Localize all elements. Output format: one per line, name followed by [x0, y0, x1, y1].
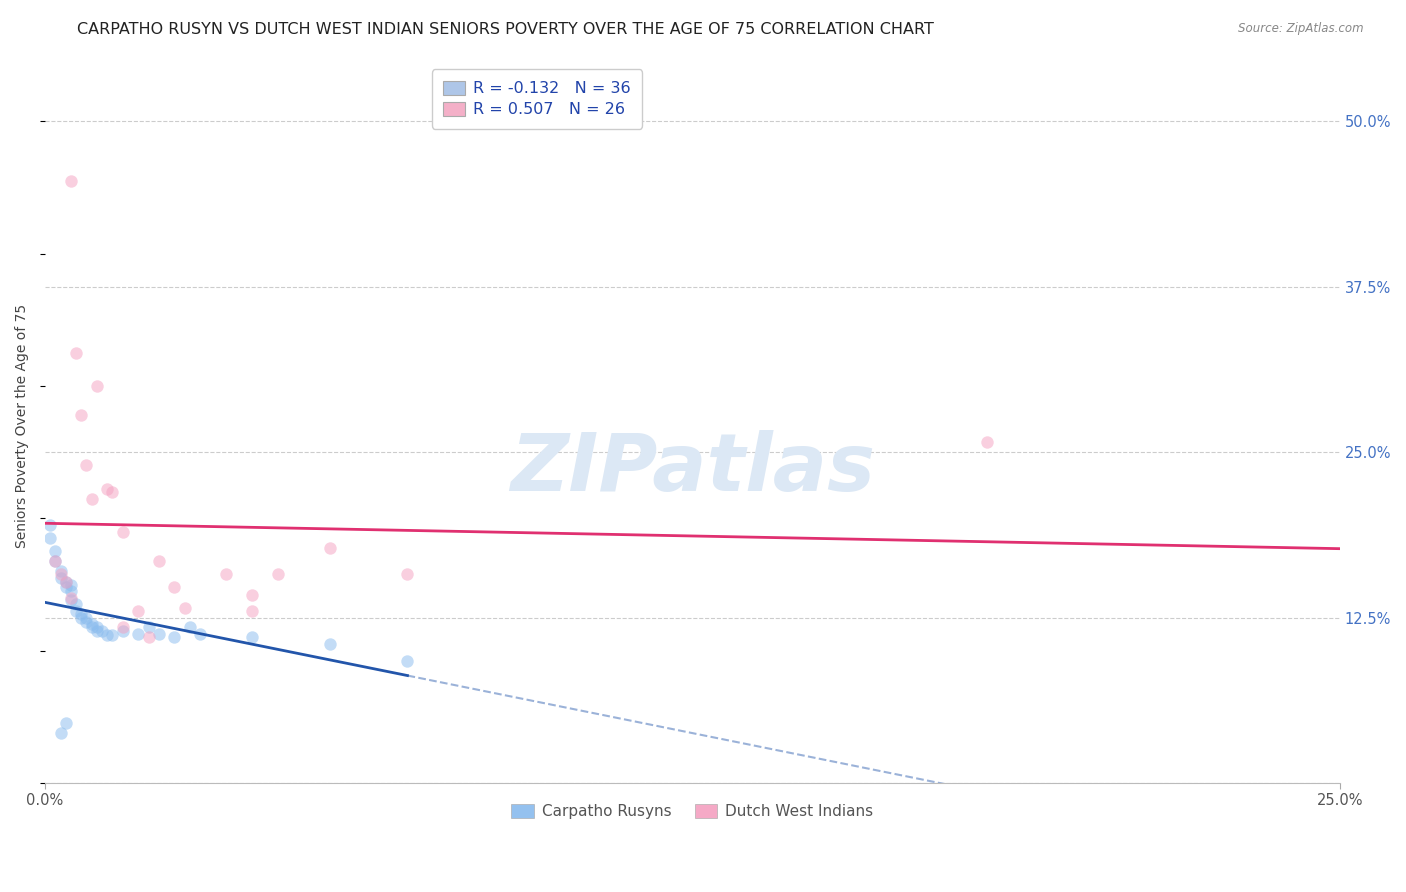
- Point: [138, 631, 160, 645]
- Point: [96, 628, 118, 642]
- Point: [319, 541, 342, 555]
- Point: [70, 607, 93, 621]
- Point: [319, 637, 342, 651]
- Point: [39, 518, 62, 533]
- Point: [163, 580, 186, 594]
- Point: [396, 566, 419, 581]
- Point: [75, 615, 97, 629]
- Text: Source: ZipAtlas.com: Source: ZipAtlas.com: [1239, 22, 1364, 36]
- Point: [86, 620, 108, 634]
- Point: [65, 346, 87, 360]
- Point: [75, 610, 97, 624]
- Point: [49, 725, 72, 739]
- Point: [70, 610, 93, 624]
- Point: [59, 584, 82, 599]
- Point: [101, 485, 124, 500]
- Point: [86, 379, 108, 393]
- Point: [55, 574, 77, 589]
- Point: [44, 554, 66, 568]
- Text: CARPATHO RUSYN VS DUTCH WEST INDIAN SENIORS POVERTY OVER THE AGE OF 75 CORRELATI: CARPATHO RUSYN VS DUTCH WEST INDIAN SENI…: [77, 22, 934, 37]
- Point: [148, 554, 170, 568]
- Point: [240, 631, 263, 645]
- Point: [148, 626, 170, 640]
- Point: [55, 574, 77, 589]
- Point: [39, 531, 62, 545]
- Point: [44, 554, 66, 568]
- Point: [173, 601, 195, 615]
- Point: [267, 566, 290, 581]
- Point: [49, 565, 72, 579]
- Point: [80, 617, 103, 632]
- Point: [111, 624, 134, 638]
- Point: [59, 591, 82, 605]
- Point: [80, 620, 103, 634]
- Point: [127, 604, 149, 618]
- Point: [138, 620, 160, 634]
- Point: [188, 626, 211, 640]
- Point: [44, 544, 66, 558]
- Point: [55, 716, 77, 731]
- Point: [49, 566, 72, 581]
- Point: [111, 524, 134, 539]
- Point: [96, 483, 118, 497]
- Point: [59, 593, 82, 607]
- Text: ZIPatlas: ZIPatlas: [510, 430, 875, 508]
- Point: [70, 408, 93, 422]
- Point: [111, 620, 134, 634]
- Point: [49, 571, 72, 585]
- Point: [86, 624, 108, 638]
- Point: [163, 631, 186, 645]
- Legend: Carpatho Rusyns, Dutch West Indians: Carpatho Rusyns, Dutch West Indians: [505, 798, 879, 825]
- Point: [59, 577, 82, 591]
- Point: [240, 604, 263, 618]
- Point: [65, 598, 87, 612]
- Point: [75, 458, 97, 473]
- Point: [240, 588, 263, 602]
- Point: [127, 626, 149, 640]
- Point: [101, 628, 124, 642]
- Point: [59, 174, 82, 188]
- Point: [80, 491, 103, 506]
- Point: [65, 604, 87, 618]
- Point: [976, 434, 998, 449]
- Y-axis label: Seniors Poverty Over the Age of 75: Seniors Poverty Over the Age of 75: [15, 303, 30, 548]
- Point: [215, 566, 238, 581]
- Point: [91, 624, 114, 638]
- Point: [55, 580, 77, 594]
- Point: [179, 620, 201, 634]
- Point: [396, 654, 419, 668]
